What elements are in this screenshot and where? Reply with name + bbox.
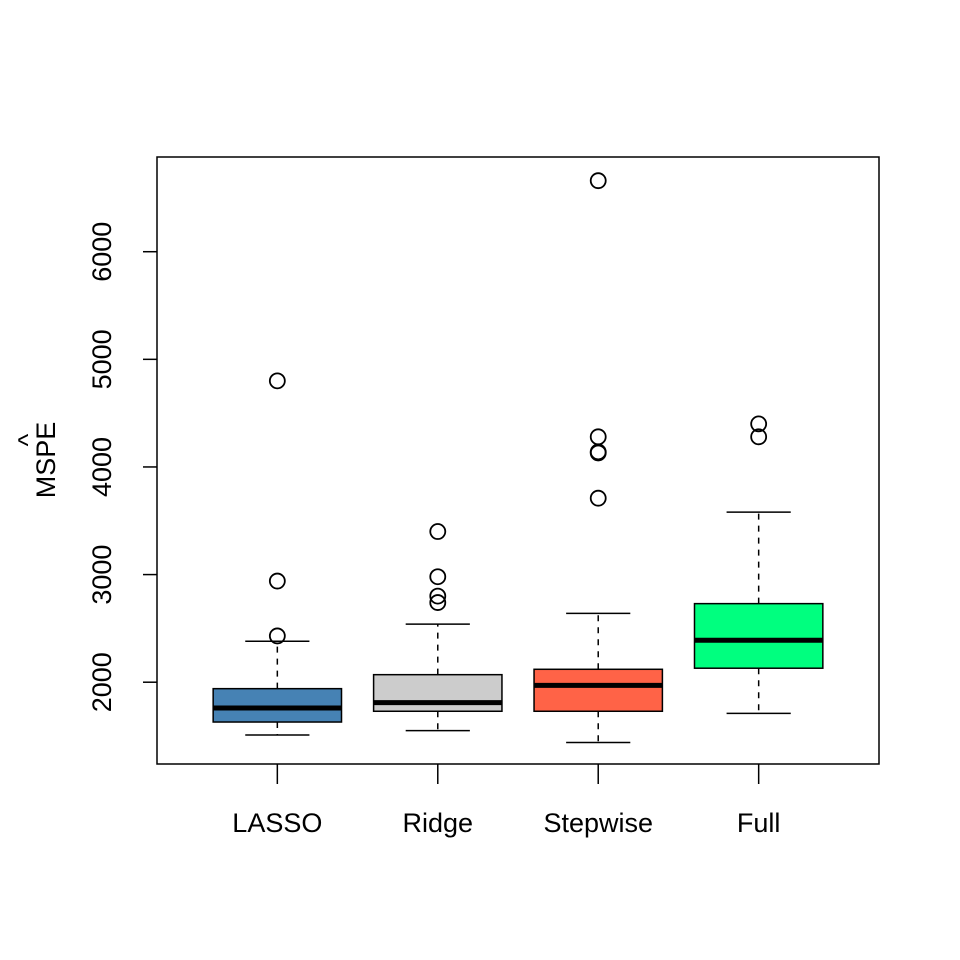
x-tick-label-1: Ridge [403, 808, 474, 838]
outlier-point-4 [589, 172, 607, 190]
outlier-point-3 [589, 428, 607, 446]
y-axis-title-accent: ^ [13, 433, 43, 446]
iqr-box [212, 687, 343, 723]
y-tick-label-3: 5000 [87, 329, 117, 389]
outlier-point-0 [268, 627, 286, 645]
y-axis-title-text: MSPE [31, 422, 61, 499]
y-tick-label-0: 2000 [87, 652, 117, 712]
outlier-point-0 [429, 594, 447, 611]
outlier-point-0 [589, 489, 607, 507]
x-tick-label-2: Stepwise [543, 808, 653, 838]
outlier-point-2 [589, 443, 607, 461]
x-tick-label-0: LASSO [232, 808, 322, 838]
box-full [693, 415, 824, 715]
y-tick-label-2: 4000 [87, 437, 117, 497]
box-lasso [212, 372, 343, 736]
outlier-point-0 [750, 428, 768, 446]
outlier-point-1 [750, 415, 768, 433]
y-tick-label-1: 3000 [87, 545, 117, 605]
iqr-box [372, 673, 503, 713]
plot-frame [156, 156, 880, 765]
outlier-point-3 [429, 523, 447, 540]
box-ridge [372, 523, 503, 732]
outlier-point-1 [429, 587, 447, 605]
boxes [212, 172, 824, 744]
outlier-point-2 [268, 372, 286, 390]
x-tick-label-3: Full [737, 808, 781, 838]
y-axis: 2000 3000 4000 5000 6000 [87, 222, 157, 712]
y-axis-title: MSPE ^ [13, 422, 61, 499]
x-axis: LASSO Ridge Stepwise Full [232, 764, 780, 838]
iqr-box [533, 668, 664, 713]
iqr-box [693, 602, 824, 669]
outlier-point-1 [268, 572, 286, 590]
y-tick-label-4: 6000 [87, 222, 117, 282]
box-stepwise [533, 172, 664, 744]
outlier-point-2 [429, 568, 447, 586]
